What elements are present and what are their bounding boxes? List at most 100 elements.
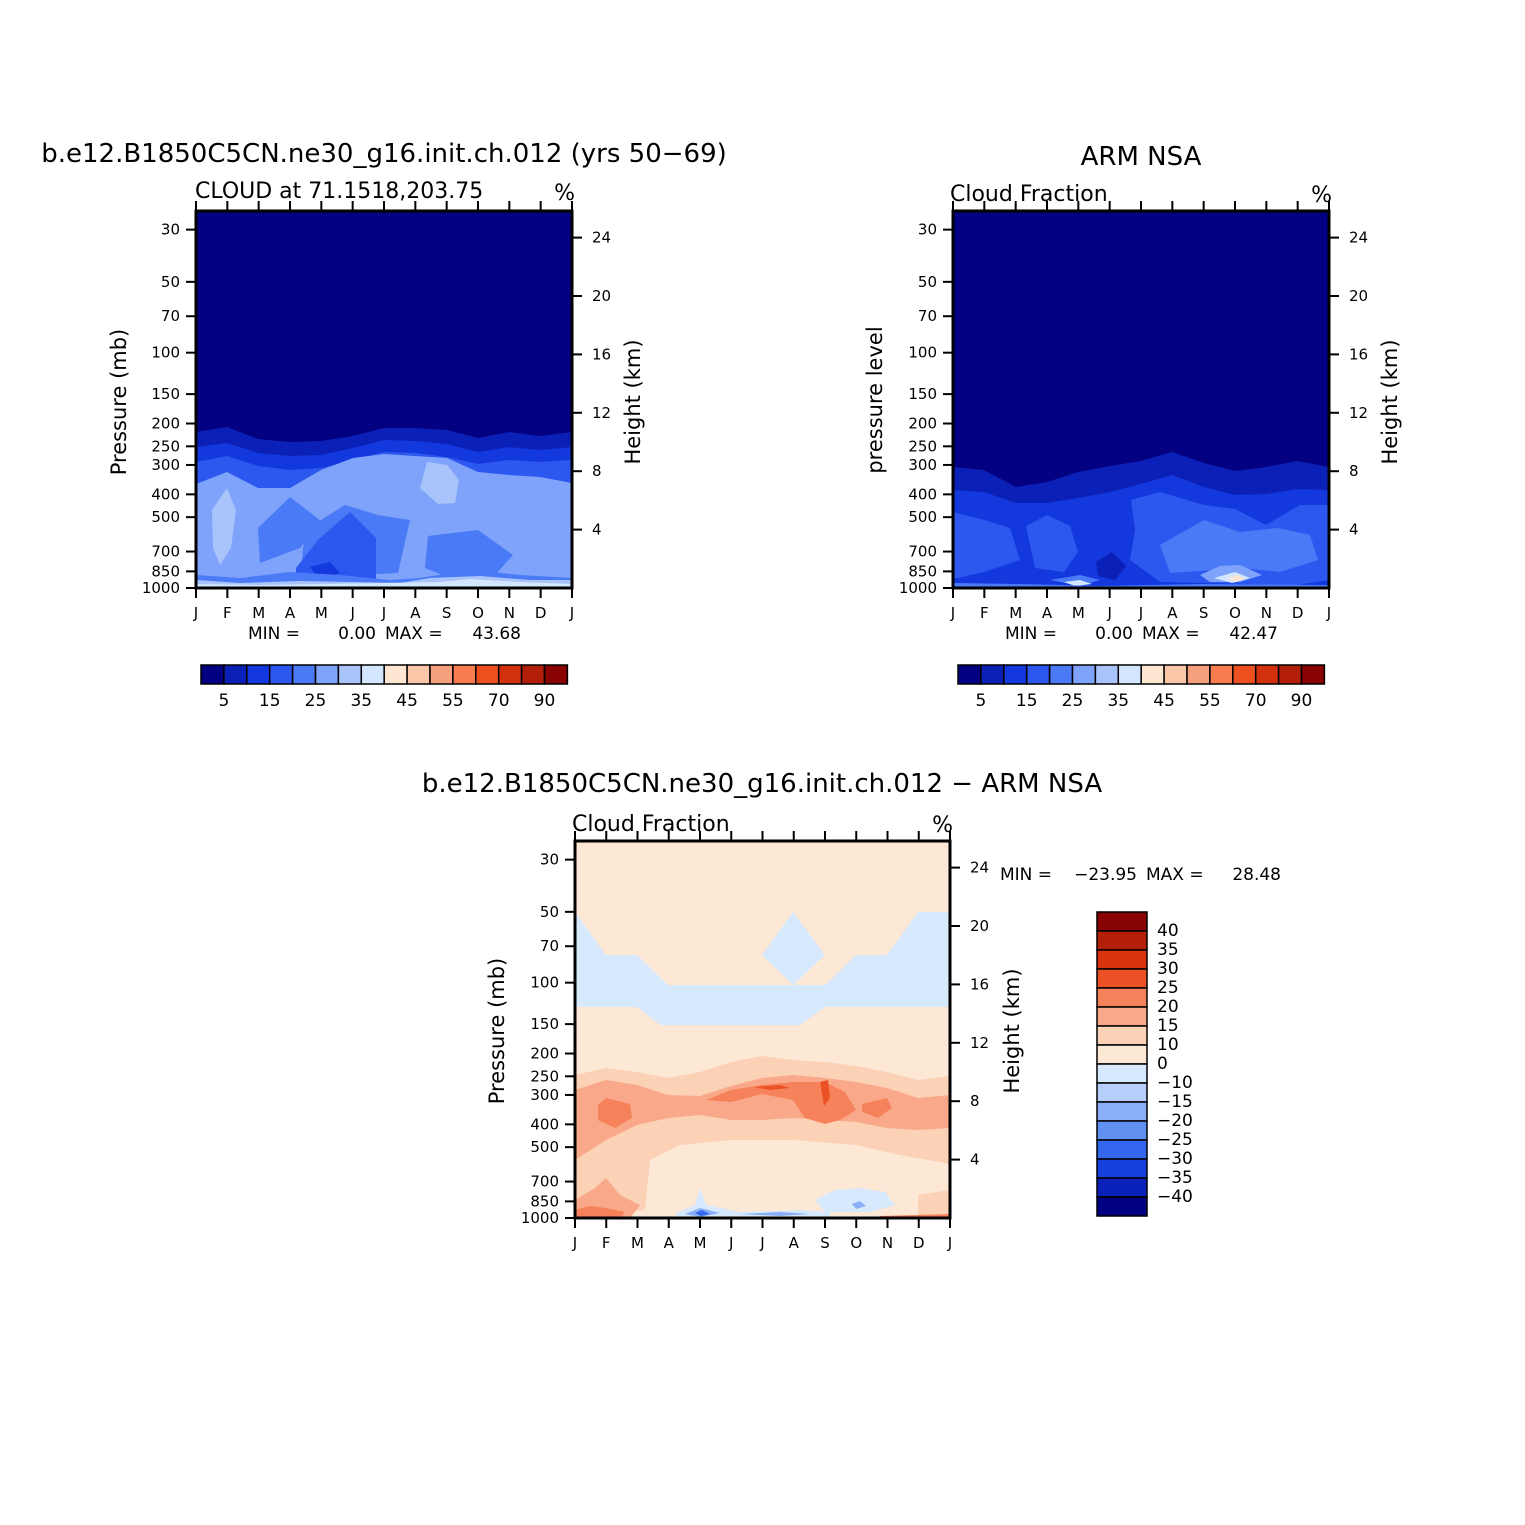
x-tick-label: O (850, 1234, 862, 1252)
x-tick-label: F (602, 1234, 611, 1252)
x-tick-label: J (349, 604, 354, 622)
x-tick-label: J (572, 1234, 577, 1252)
colorbar-swatch (1254, 664, 1280, 685)
colorbar-swatch (337, 664, 363, 685)
colorbar-label: −20 (1157, 1111, 1193, 1131)
y-right-tick-label: 20 (970, 917, 989, 935)
max-value: 28.48 (1232, 865, 1281, 885)
colorbar-swatch (1140, 664, 1165, 685)
y-right-tick-label: 8 (1349, 462, 1359, 480)
colorbar-label: 10 (1157, 1035, 1179, 1055)
colorbar-swatch (980, 664, 1005, 685)
y-tick-label: 200 (530, 1045, 559, 1063)
x-tick-label: O (1229, 604, 1241, 622)
colorbar: 5 15 25 35 45 55 70 90 (200, 664, 569, 711)
colorbar-swatch (452, 664, 477, 685)
colorbar-swatch (1096, 949, 1148, 970)
x-tick-label: S (820, 1234, 830, 1252)
colorbar-swatch (1096, 930, 1148, 951)
min-label: MIN = (1005, 624, 1057, 644)
colorbar-swatch (200, 664, 225, 685)
min-value: −23.95 (1074, 865, 1137, 885)
y-tick-label: 400 (908, 485, 937, 503)
colorbar-swatch (1186, 664, 1211, 685)
y-tick-label: 1000 (142, 579, 180, 597)
y-tick-label: 200 (908, 415, 937, 433)
units-label: % (1311, 183, 1332, 208)
colorbar-label: −30 (1157, 1149, 1193, 1169)
y-tick-label: 500 (908, 508, 937, 526)
colorbar-swatch (1096, 1158, 1148, 1179)
colorbar-swatch (497, 664, 523, 685)
colorbar-label: 40 (1157, 921, 1179, 941)
colorbar-label: 15 (1157, 1016, 1179, 1036)
x-tick-label: A (410, 604, 421, 622)
y-right-tick-label: 4 (970, 1151, 980, 1169)
colorbar-swatch (1117, 664, 1142, 685)
y-tick-label: 50 (540, 903, 559, 921)
y-right-tick-label: 24 (1349, 229, 1368, 247)
colorbar-label: −25 (1157, 1130, 1193, 1150)
colorbar-swatch (543, 664, 569, 685)
y-tick-label: 150 (151, 385, 180, 403)
min-max-readout: MIN = 0.00 MAX = 42.47 (1005, 624, 1278, 644)
y-tick-label: 500 (530, 1138, 559, 1156)
y-tick-label: 70 (540, 937, 559, 955)
x-tick-label: N (882, 1234, 893, 1252)
colorbar-label: 5 (975, 691, 986, 711)
y-tick-label: 30 (918, 221, 937, 239)
x-tick-label: F (223, 604, 232, 622)
colorbar-label: 55 (442, 691, 464, 711)
contour-field (953, 211, 1329, 588)
colorbar-label: 70 (1245, 691, 1267, 711)
colorbar-swatch (1096, 1025, 1148, 1046)
colorbar-swatch (1096, 1139, 1148, 1160)
colorbar-label: 25 (1062, 691, 1084, 711)
x-tick-label: N (504, 604, 515, 622)
x-tick-label: M (315, 604, 328, 622)
panel-model: b.e12.B1850C5CN.ne30_g16.init.ch.012 (yr… (41, 139, 727, 711)
colorbar-swatch (1096, 1196, 1148, 1217)
y-tick-label: 700 (151, 543, 180, 561)
colorbar-swatch (314, 664, 340, 685)
colorbar-swatch (1300, 664, 1326, 685)
colorbar-label: 30 (1157, 959, 1179, 979)
y-tick-label: 150 (530, 1015, 559, 1033)
y-tick-label: 70 (161, 307, 180, 325)
x-tick-label: M (1009, 604, 1022, 622)
colorbar-label: −35 (1157, 1168, 1193, 1188)
colorbar-label: 35 (350, 691, 372, 711)
y-tick-label: 250 (530, 1067, 559, 1085)
y-right-tick-label: 8 (970, 1092, 980, 1110)
y-right-tick-label: 4 (1349, 521, 1359, 539)
y-right-tick-label: 12 (970, 1034, 989, 1052)
units-label: % (554, 181, 575, 206)
colorbar-swatch (1096, 968, 1148, 989)
panel-title: ARM NSA (1081, 142, 1202, 172)
colorbar-label: 70 (488, 691, 510, 711)
x-tick-label: A (1167, 604, 1178, 622)
y-tick-label: 700 (908, 543, 937, 561)
y-right-tick-label: 8 (592, 462, 602, 480)
max-label: MAX = (385, 624, 443, 644)
x-tick-label: J (759, 1234, 764, 1252)
colorbar-swatch (1048, 664, 1074, 685)
y-right-axis-label: Height (km) (621, 339, 645, 464)
max-label: MAX = (1142, 624, 1200, 644)
colorbar-swatch (1096, 1120, 1148, 1141)
colorbar-swatch (223, 664, 248, 685)
colorbar-swatch (1094, 664, 1120, 685)
x-tick-label: J (1138, 604, 1143, 622)
y-right-tick-label: 24 (592, 229, 611, 247)
colorbar-label: 45 (396, 691, 418, 711)
max-value: 43.68 (472, 624, 521, 644)
colorbar-swatch (1071, 664, 1097, 685)
colorbar-label: −10 (1157, 1073, 1193, 1093)
colorbar-swatch (1096, 911, 1148, 932)
colorbar-label: 35 (1107, 691, 1129, 711)
colorbar-swatch (957, 664, 982, 685)
colorbar-label: 90 (1291, 691, 1313, 711)
x-tick-label: D (1292, 604, 1304, 622)
